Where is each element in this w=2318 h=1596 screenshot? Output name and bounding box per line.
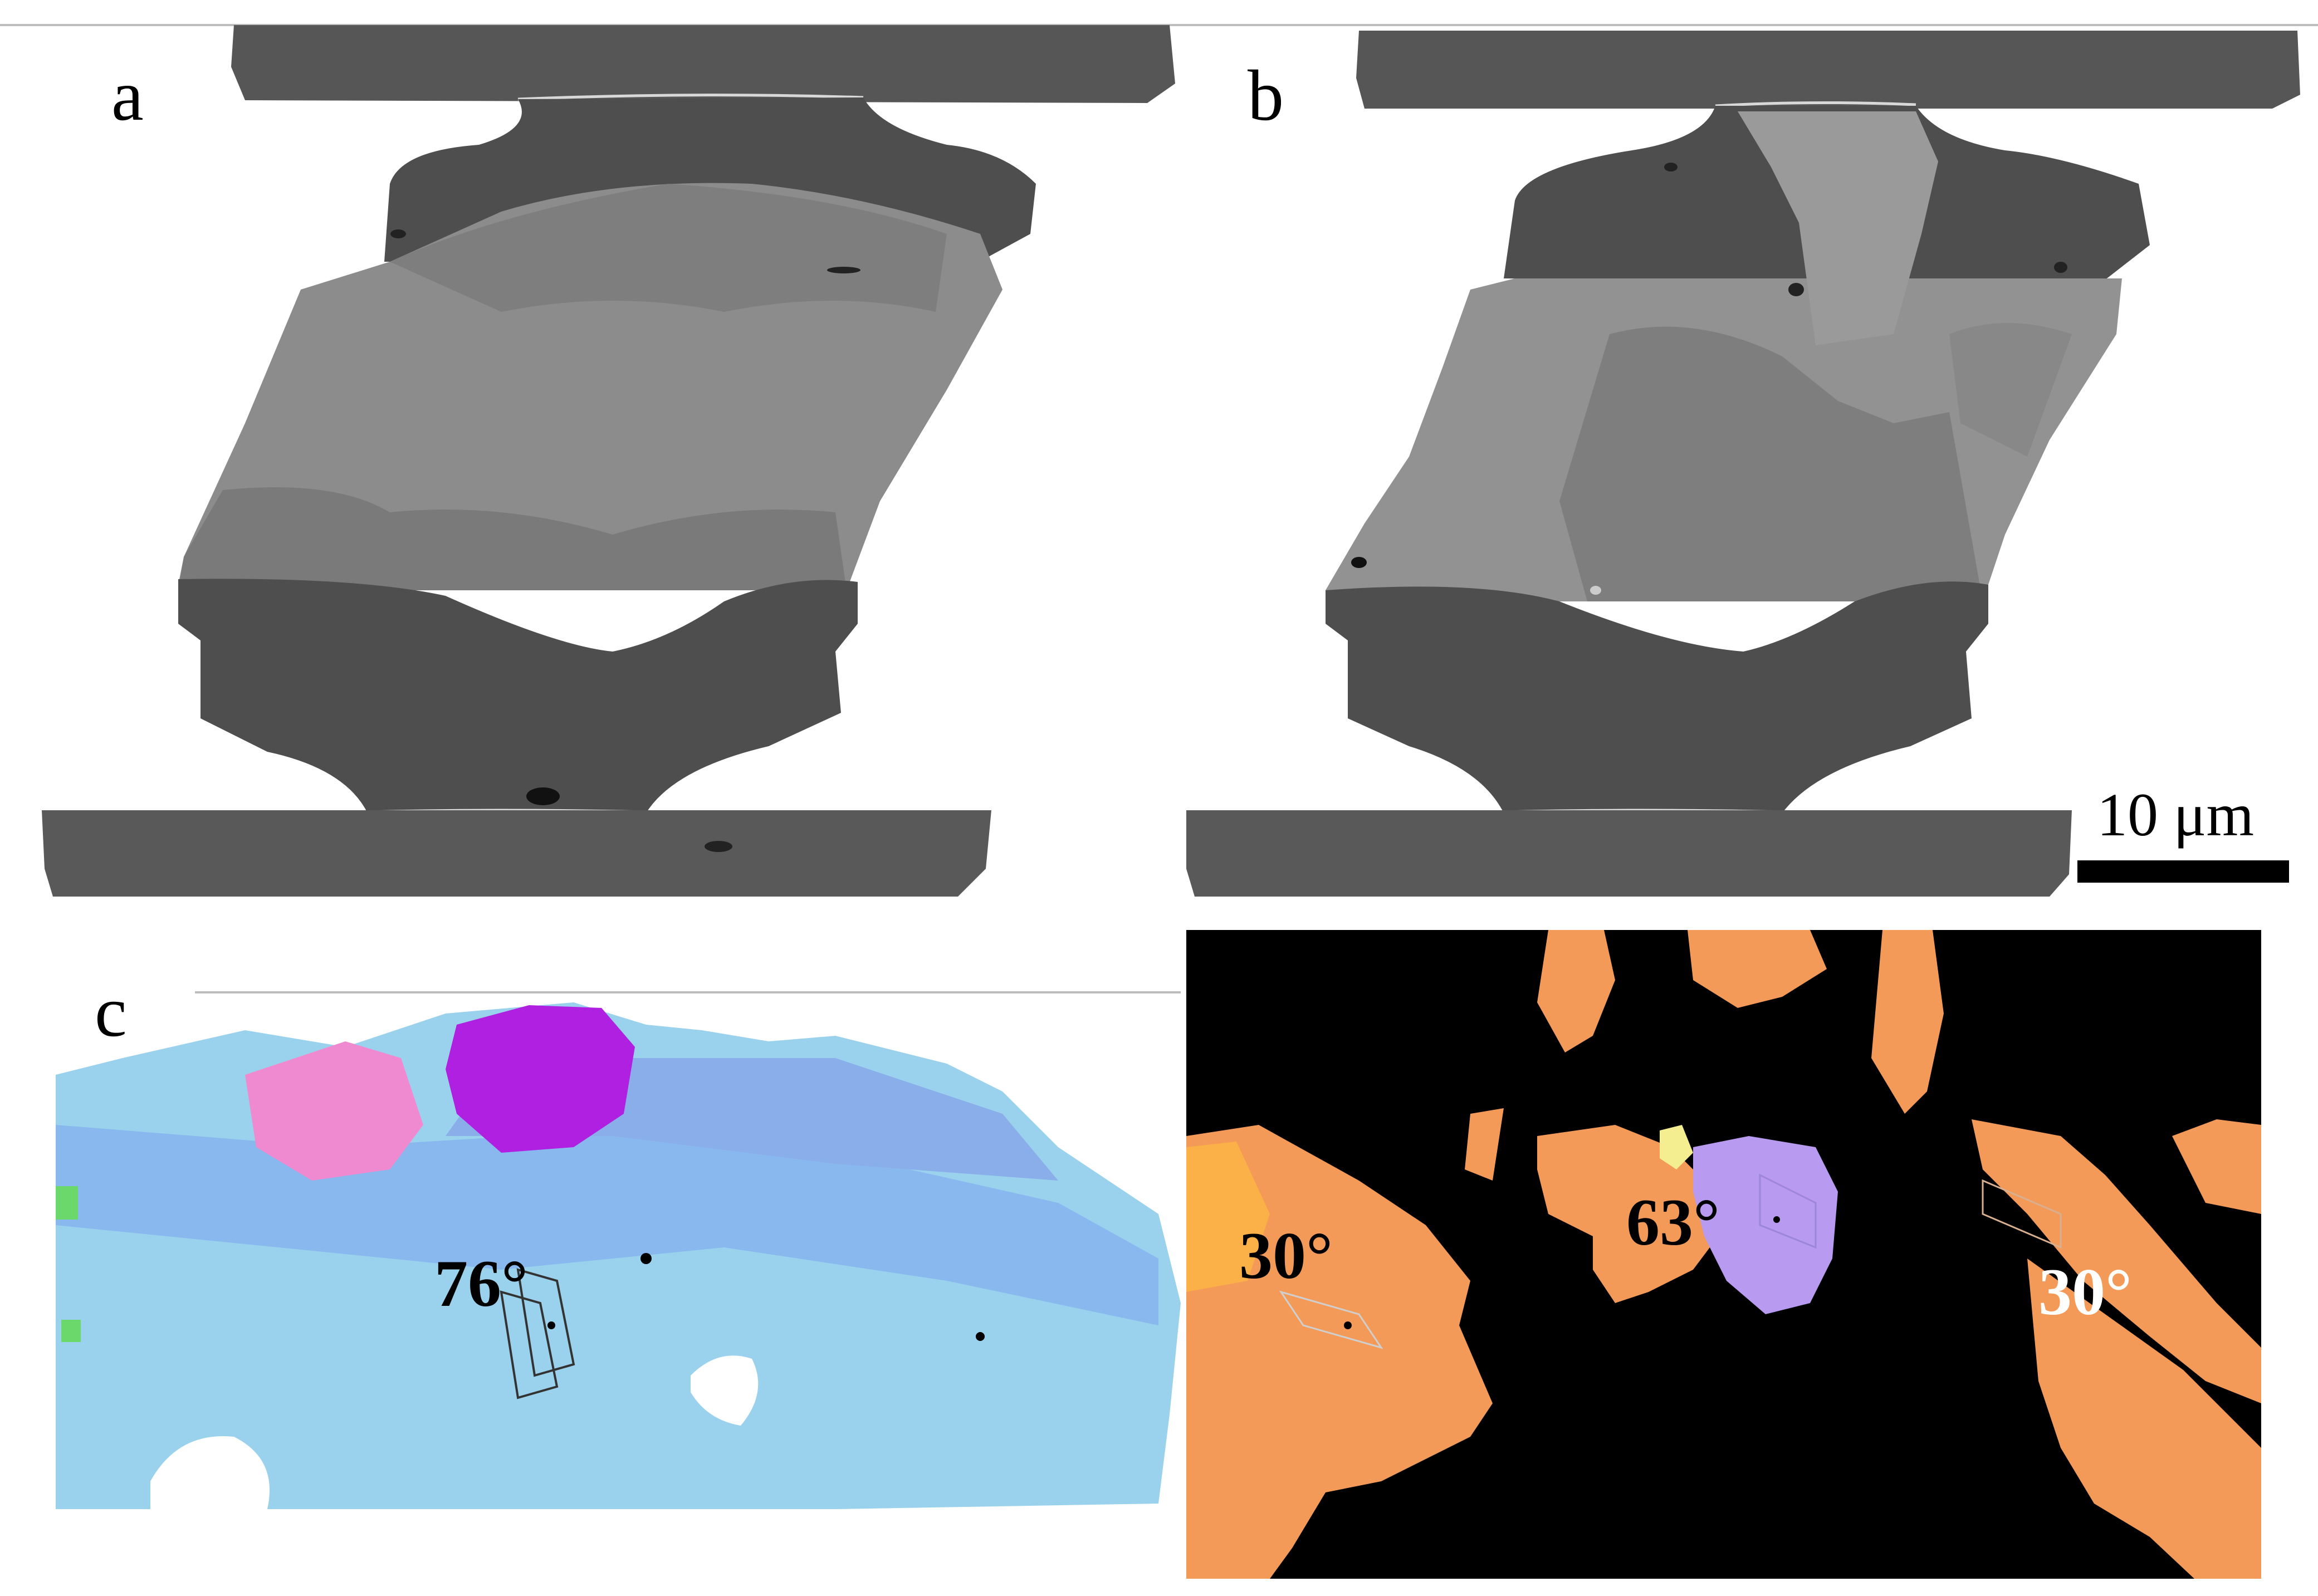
panel-b (1186, 31, 2300, 897)
panel-a (42, 25, 1175, 897)
panel-d-angle-left: 30° (1239, 1218, 1333, 1293)
panel-d-angle-center: 63° (1626, 1185, 1720, 1259)
panel-a-label: a (111, 56, 144, 136)
panel-d (1186, 930, 2261, 1579)
scale-bar (2077, 860, 2289, 883)
panel-d-angle-right: 30° (2038, 1255, 2132, 1329)
scale-bar-label: 10 μm (2097, 781, 2254, 849)
panel-c-angle: 76° (434, 1246, 528, 1320)
panel-b-label: b (1248, 56, 1284, 136)
panel-c-label: c (95, 972, 127, 1052)
panel-d-label: d (1239, 955, 1275, 1035)
panel-c (56, 1002, 1181, 1509)
